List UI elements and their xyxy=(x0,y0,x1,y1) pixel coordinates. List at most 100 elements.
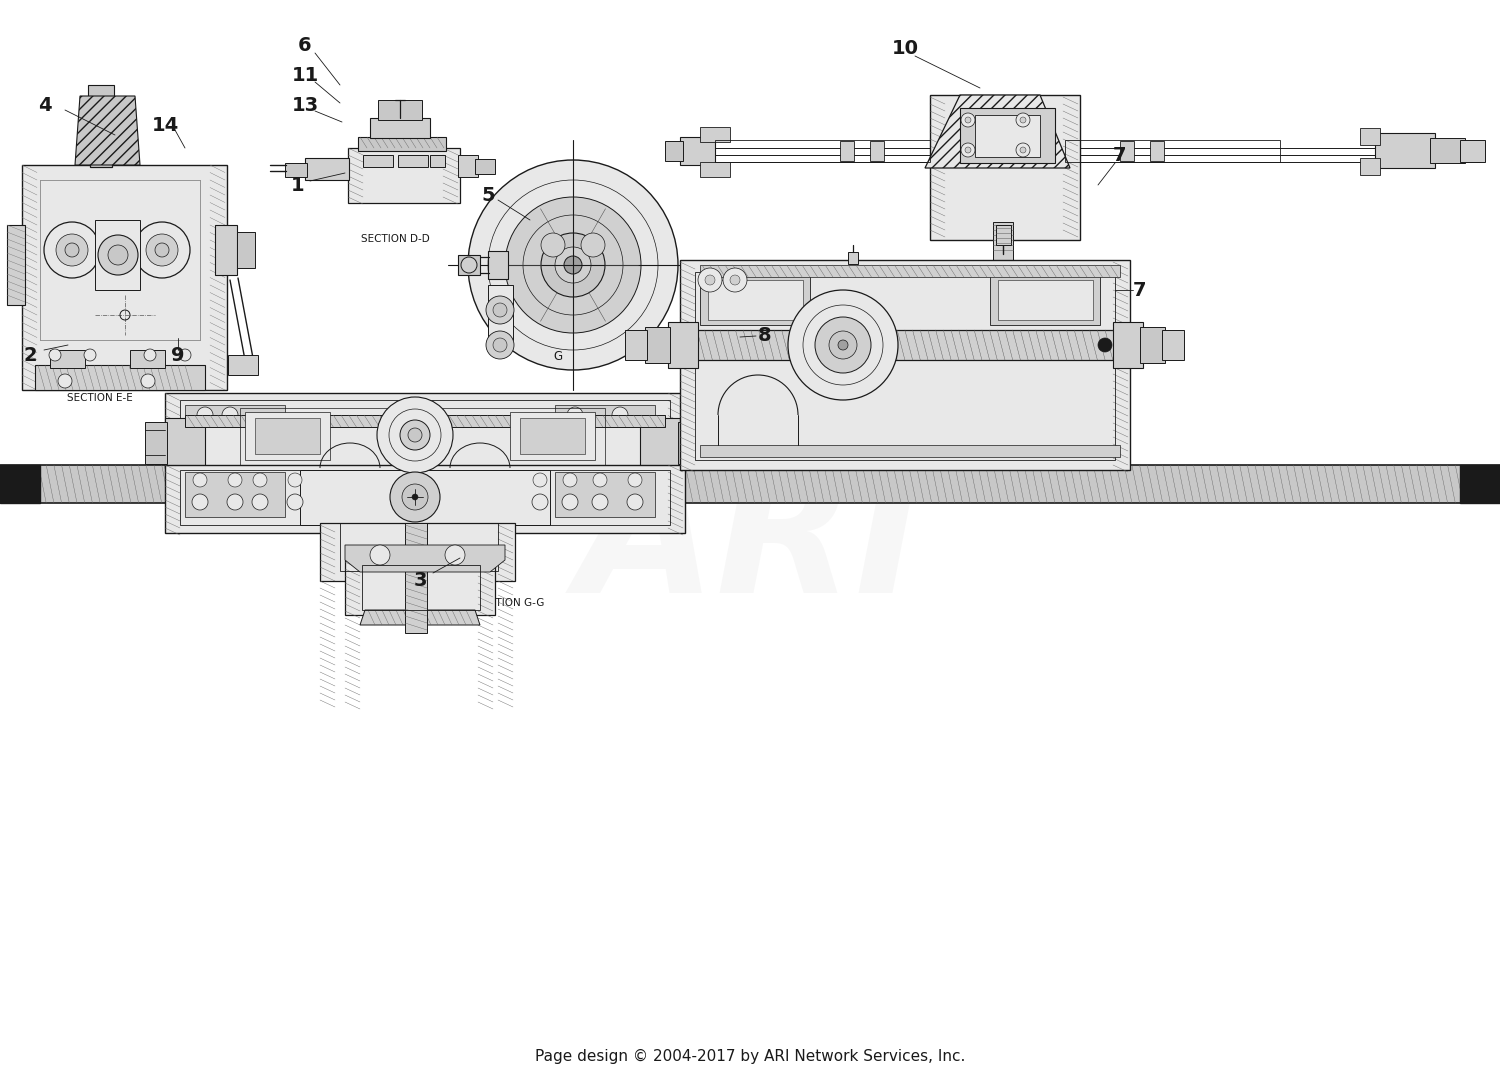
Bar xyxy=(626,330,646,359)
Circle shape xyxy=(1016,113,1031,127)
Bar xyxy=(1140,327,1166,363)
Bar xyxy=(165,465,686,533)
Bar xyxy=(555,405,656,450)
Circle shape xyxy=(222,407,238,424)
Bar xyxy=(996,225,1011,245)
Polygon shape xyxy=(345,545,506,572)
Circle shape xyxy=(194,473,207,487)
Bar xyxy=(640,418,680,468)
Bar xyxy=(694,272,1114,460)
Bar xyxy=(348,148,460,203)
Text: 10: 10 xyxy=(891,38,918,58)
Circle shape xyxy=(567,407,584,424)
Circle shape xyxy=(612,407,628,424)
Bar xyxy=(165,393,686,468)
Bar xyxy=(237,232,255,268)
Bar xyxy=(520,418,585,454)
Bar xyxy=(430,155,445,167)
Text: 6: 6 xyxy=(298,36,312,54)
Bar xyxy=(510,412,596,460)
Text: 4: 4 xyxy=(38,96,52,114)
Circle shape xyxy=(494,338,507,352)
Bar xyxy=(146,422,166,464)
Circle shape xyxy=(376,397,453,473)
Circle shape xyxy=(446,545,465,565)
Bar xyxy=(0,465,40,503)
Circle shape xyxy=(815,317,872,372)
Bar xyxy=(304,157,350,180)
Bar xyxy=(1460,140,1485,162)
Circle shape xyxy=(730,275,740,285)
Circle shape xyxy=(146,233,178,266)
Circle shape xyxy=(555,247,591,283)
Circle shape xyxy=(542,233,604,296)
Text: SECTION D-D: SECTION D-D xyxy=(360,233,429,244)
Bar xyxy=(363,155,393,167)
Bar xyxy=(320,523,514,581)
Bar xyxy=(90,94,112,167)
Circle shape xyxy=(964,147,970,153)
Circle shape xyxy=(108,245,128,265)
Circle shape xyxy=(413,494,419,500)
Circle shape xyxy=(64,243,80,257)
Bar xyxy=(378,100,422,119)
Circle shape xyxy=(627,494,644,510)
Bar xyxy=(340,523,498,571)
Circle shape xyxy=(58,374,72,388)
Text: SECTION E-E: SECTION E-E xyxy=(68,393,134,403)
Circle shape xyxy=(154,243,170,257)
Circle shape xyxy=(370,545,390,565)
Circle shape xyxy=(564,256,582,274)
Text: 11: 11 xyxy=(291,65,318,85)
Bar xyxy=(694,330,1114,359)
Bar xyxy=(285,163,308,177)
Bar xyxy=(244,412,330,460)
Circle shape xyxy=(506,197,640,333)
Bar xyxy=(214,225,237,275)
Bar xyxy=(458,255,480,275)
Circle shape xyxy=(288,473,302,487)
Bar xyxy=(664,141,682,161)
Polygon shape xyxy=(75,96,140,165)
Circle shape xyxy=(1020,117,1026,123)
Circle shape xyxy=(468,160,678,370)
Circle shape xyxy=(228,473,242,487)
Circle shape xyxy=(486,331,514,359)
Bar xyxy=(184,405,285,450)
Bar xyxy=(362,565,480,610)
Text: 9: 9 xyxy=(171,345,184,365)
Bar xyxy=(930,94,1080,240)
Bar xyxy=(645,327,670,363)
Bar xyxy=(990,275,1100,325)
Circle shape xyxy=(1016,143,1031,157)
Text: SECTION G-G: SECTION G-G xyxy=(476,598,544,608)
Circle shape xyxy=(830,331,856,359)
Circle shape xyxy=(196,407,213,424)
Text: Page design © 2004-2017 by ARI Network Services, Inc.: Page design © 2004-2017 by ARI Network S… xyxy=(536,1048,964,1063)
Circle shape xyxy=(400,420,430,450)
Bar xyxy=(398,155,427,167)
Bar xyxy=(1360,128,1380,146)
Bar xyxy=(700,265,1120,277)
Text: 8: 8 xyxy=(758,326,772,344)
Bar xyxy=(34,365,206,390)
Bar xyxy=(180,400,670,458)
Circle shape xyxy=(56,233,88,266)
Bar xyxy=(700,162,730,177)
Circle shape xyxy=(592,494,608,510)
Text: 7: 7 xyxy=(1134,280,1146,300)
Text: 7: 7 xyxy=(1113,146,1126,164)
Text: 14: 14 xyxy=(152,115,178,135)
Bar xyxy=(840,141,854,161)
Bar xyxy=(8,225,26,305)
Bar xyxy=(555,472,656,517)
Circle shape xyxy=(460,257,477,273)
Circle shape xyxy=(962,113,975,127)
Circle shape xyxy=(788,290,898,400)
Bar xyxy=(1376,132,1436,168)
Bar xyxy=(1113,323,1143,368)
Bar xyxy=(184,415,664,427)
Bar xyxy=(700,445,1120,457)
Circle shape xyxy=(723,268,747,292)
Circle shape xyxy=(1098,338,1112,352)
